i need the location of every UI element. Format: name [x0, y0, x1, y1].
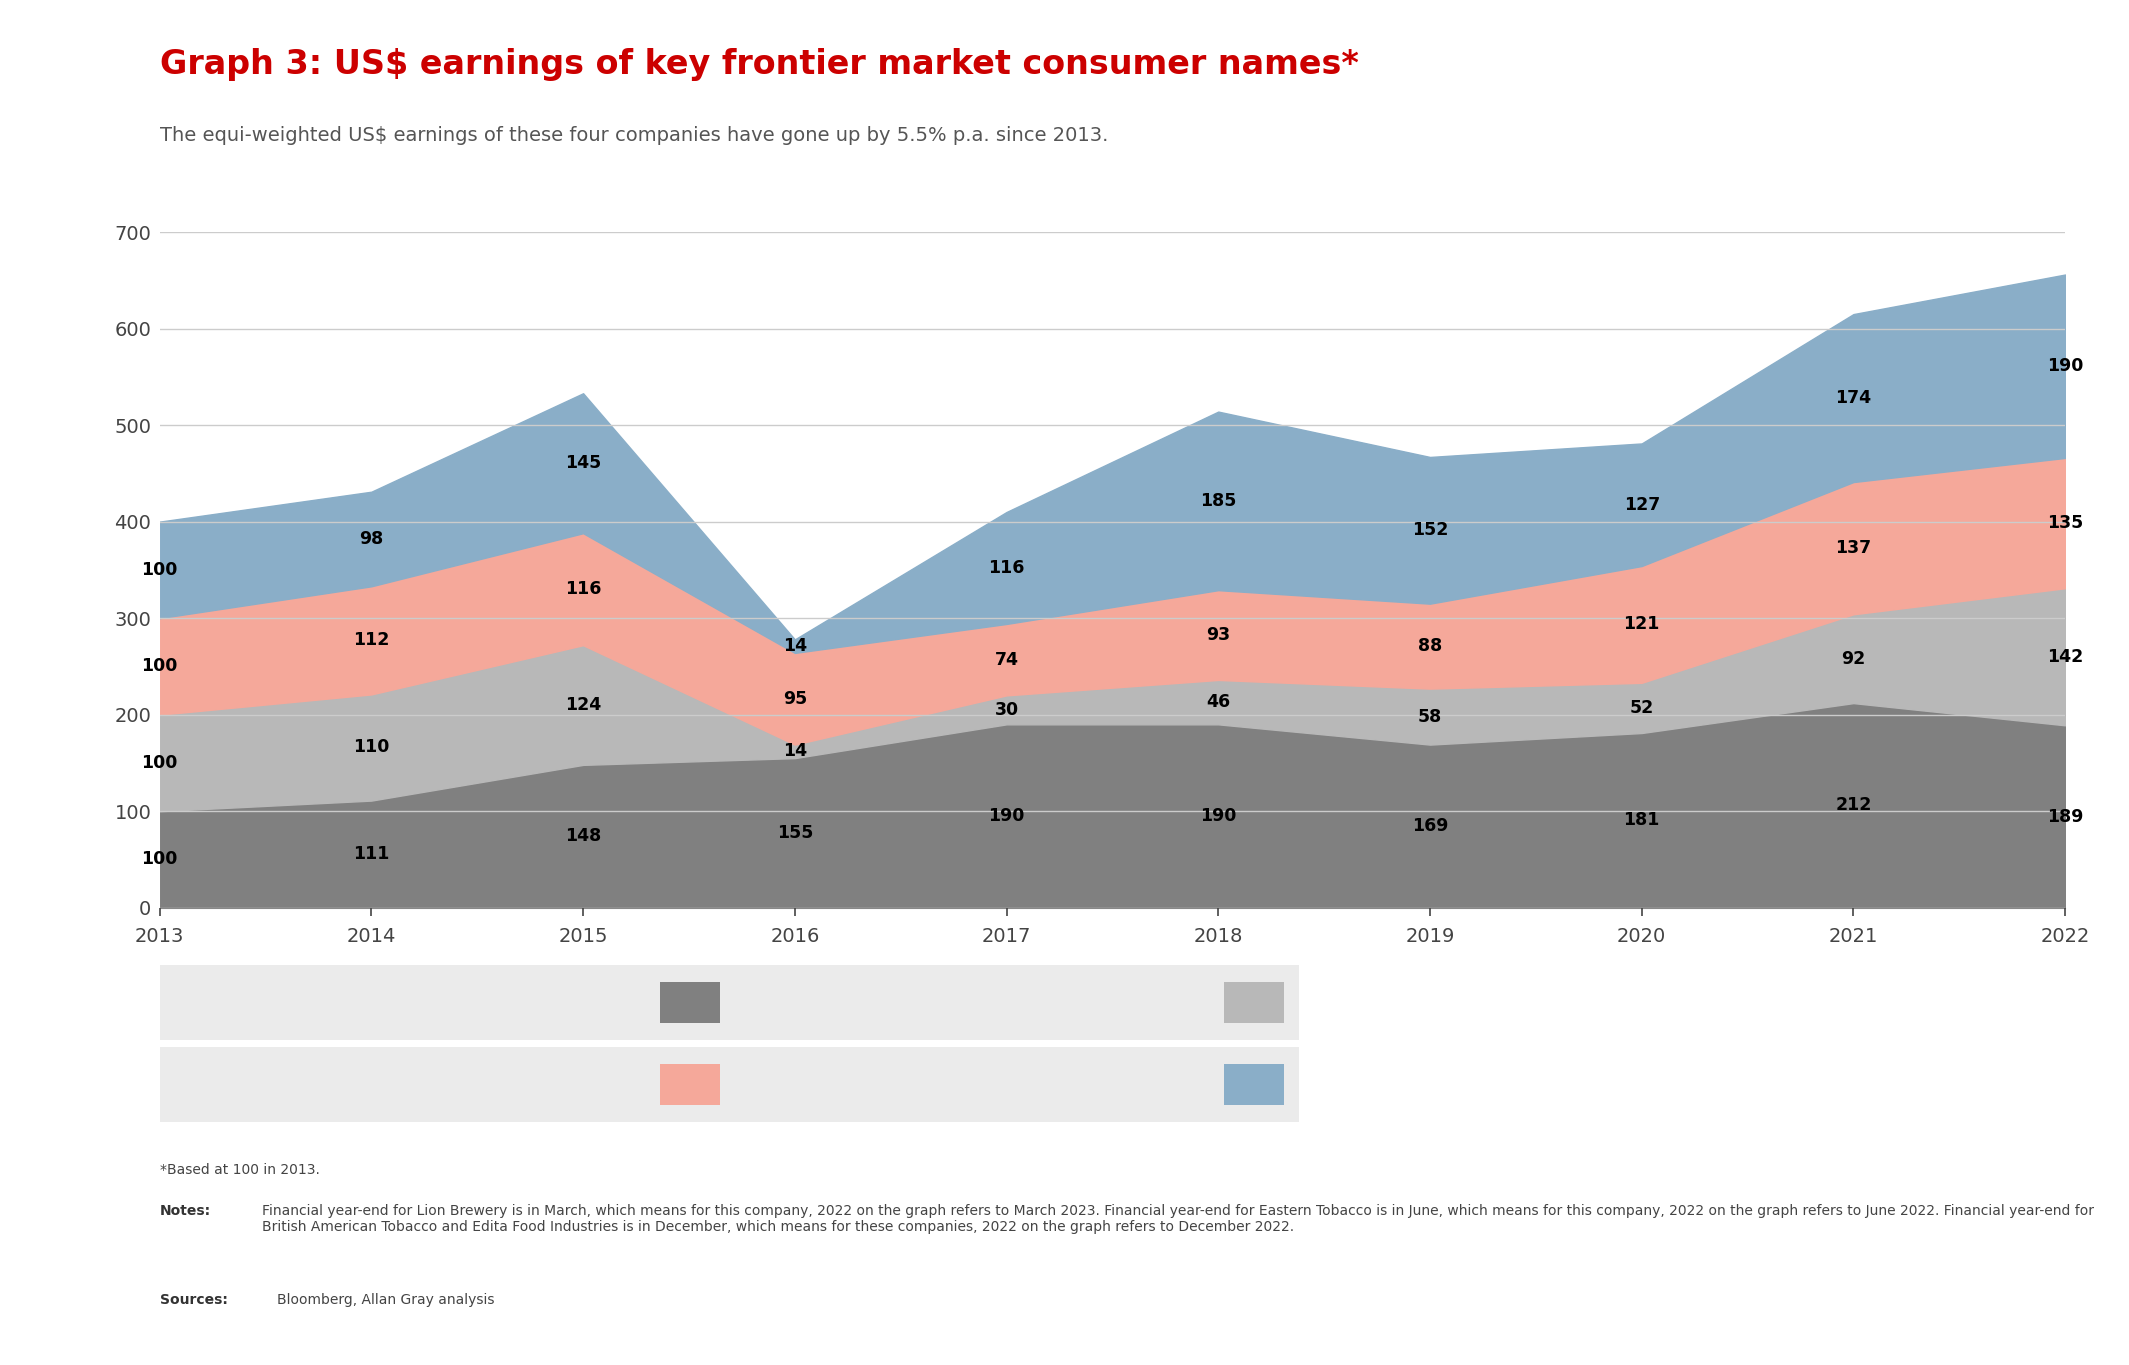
Text: 100: 100: [141, 561, 179, 579]
Text: 92: 92: [1842, 650, 1865, 667]
Text: Graph 3: US$ earnings of key frontier market consumer names*: Graph 3: US$ earnings of key frontier ma…: [160, 48, 1358, 81]
Text: 95: 95: [783, 689, 807, 707]
Text: 116: 116: [988, 558, 1024, 577]
Text: 190: 190: [2046, 358, 2084, 375]
Text: 98: 98: [360, 530, 383, 547]
Text: 169: 169: [1412, 818, 1448, 835]
Text: 46: 46: [1207, 693, 1231, 711]
Text: 100: 100: [141, 753, 179, 773]
Text: 112: 112: [353, 632, 390, 650]
Text: 100: 100: [141, 850, 179, 868]
Text: 121: 121: [1624, 616, 1661, 633]
Text: 190: 190: [988, 807, 1024, 824]
Text: Bloomberg, Allan Gray analysis: Bloomberg, Allan Gray analysis: [277, 1293, 494, 1306]
Text: 212: 212: [1835, 796, 1871, 815]
Text: 145: 145: [564, 455, 600, 472]
Text: 14: 14: [783, 637, 807, 655]
Text: 110: 110: [353, 738, 390, 756]
Text: 124: 124: [564, 696, 600, 714]
Text: British American Tobacco – Kenya: British American Tobacco – Kenya: [202, 1076, 496, 1093]
Text: Eastern Tobacco – Egypt: Eastern Tobacco – Egypt: [202, 994, 415, 1011]
Text: 58: 58: [1418, 707, 1441, 726]
Text: 185: 185: [1201, 491, 1237, 511]
Text: 88: 88: [1418, 637, 1441, 655]
Text: 152: 152: [1412, 521, 1448, 539]
Text: *Based at 100 in 2013.: *Based at 100 in 2013.: [160, 1163, 319, 1177]
Text: 74: 74: [994, 651, 1018, 669]
Text: 189: 189: [2046, 808, 2084, 826]
Text: 93: 93: [1207, 627, 1231, 644]
Text: 174: 174: [1835, 389, 1871, 407]
Text: 52: 52: [1629, 699, 1654, 717]
Text: Sources:: Sources:: [160, 1293, 228, 1306]
Text: Notes:: Notes:: [160, 1204, 211, 1218]
Text: Lion Brewery – Sri Lanka: Lion Brewery – Sri Lanka: [820, 1076, 1035, 1093]
Text: 111: 111: [353, 845, 390, 863]
Text: 148: 148: [564, 827, 600, 845]
Text: 116: 116: [564, 580, 600, 598]
Text: 137: 137: [1835, 539, 1871, 557]
Text: 100: 100: [141, 658, 179, 676]
Text: 181: 181: [1624, 811, 1661, 830]
Text: 30: 30: [994, 700, 1018, 719]
Text: 190: 190: [1201, 807, 1237, 824]
Text: The equi-weighted US$ earnings of these four companies have gone up by 5.5% p.a.: The equi-weighted US$ earnings of these …: [160, 126, 1107, 145]
Text: Financial year-end for Lion Brewery is in March, which means for this company, 2: Financial year-end for Lion Brewery is i…: [262, 1204, 2093, 1234]
Text: 135: 135: [2046, 515, 2084, 532]
Text: 14: 14: [783, 743, 807, 760]
Text: Edita Food Industries – Egypt: Edita Food Industries – Egypt: [820, 994, 1073, 1011]
Text: 142: 142: [2046, 648, 2084, 666]
Text: 127: 127: [1624, 495, 1661, 513]
Text: 155: 155: [777, 824, 813, 842]
